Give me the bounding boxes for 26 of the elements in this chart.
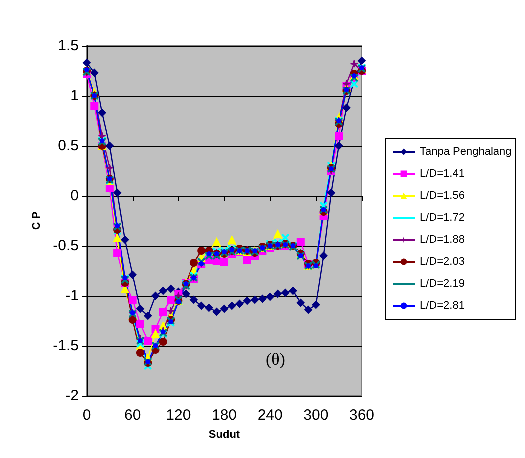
x-tick-label: 300 bbox=[304, 407, 329, 424]
x-tick-label: 180 bbox=[212, 407, 238, 424]
annotation: (θ) bbox=[266, 350, 286, 369]
y-tick-label: -1.5 bbox=[53, 338, 79, 354]
y-tick-label: -2 bbox=[66, 388, 79, 404]
y-tick-label: 0 bbox=[70, 188, 79, 204]
legend-label: L/D=1.88 bbox=[420, 234, 465, 246]
y-tick-label: 1.5 bbox=[58, 38, 79, 54]
y-tick-label: -1 bbox=[66, 288, 79, 304]
x-tick-label: 60 bbox=[124, 407, 142, 424]
x-tick-label: 120 bbox=[166, 407, 192, 424]
x-tick-label: 240 bbox=[258, 407, 283, 424]
y-axis-title: C P bbox=[30, 212, 43, 230]
legend-label: L/D=1.72 bbox=[420, 212, 465, 224]
legend-label: L/D=2.19 bbox=[420, 278, 465, 290]
y-tick-label: 0.5 bbox=[58, 138, 79, 154]
legend-label: L/D=1.56 bbox=[420, 190, 465, 202]
legend-label: Tanpa Penghalang bbox=[420, 146, 512, 158]
legend-label: L/D=2.03 bbox=[420, 256, 465, 268]
x-axis-title: Sudut bbox=[208, 428, 240, 441]
legend-label: L/D=2.81 bbox=[420, 300, 465, 312]
x-tick-label: 0 bbox=[82, 407, 92, 424]
legend-label: L/D=1.41 bbox=[420, 168, 465, 180]
x-tick-label: 360 bbox=[349, 407, 375, 424]
y-tick-label: -0.5 bbox=[53, 238, 79, 254]
y-tick-label: 1 bbox=[70, 88, 79, 104]
